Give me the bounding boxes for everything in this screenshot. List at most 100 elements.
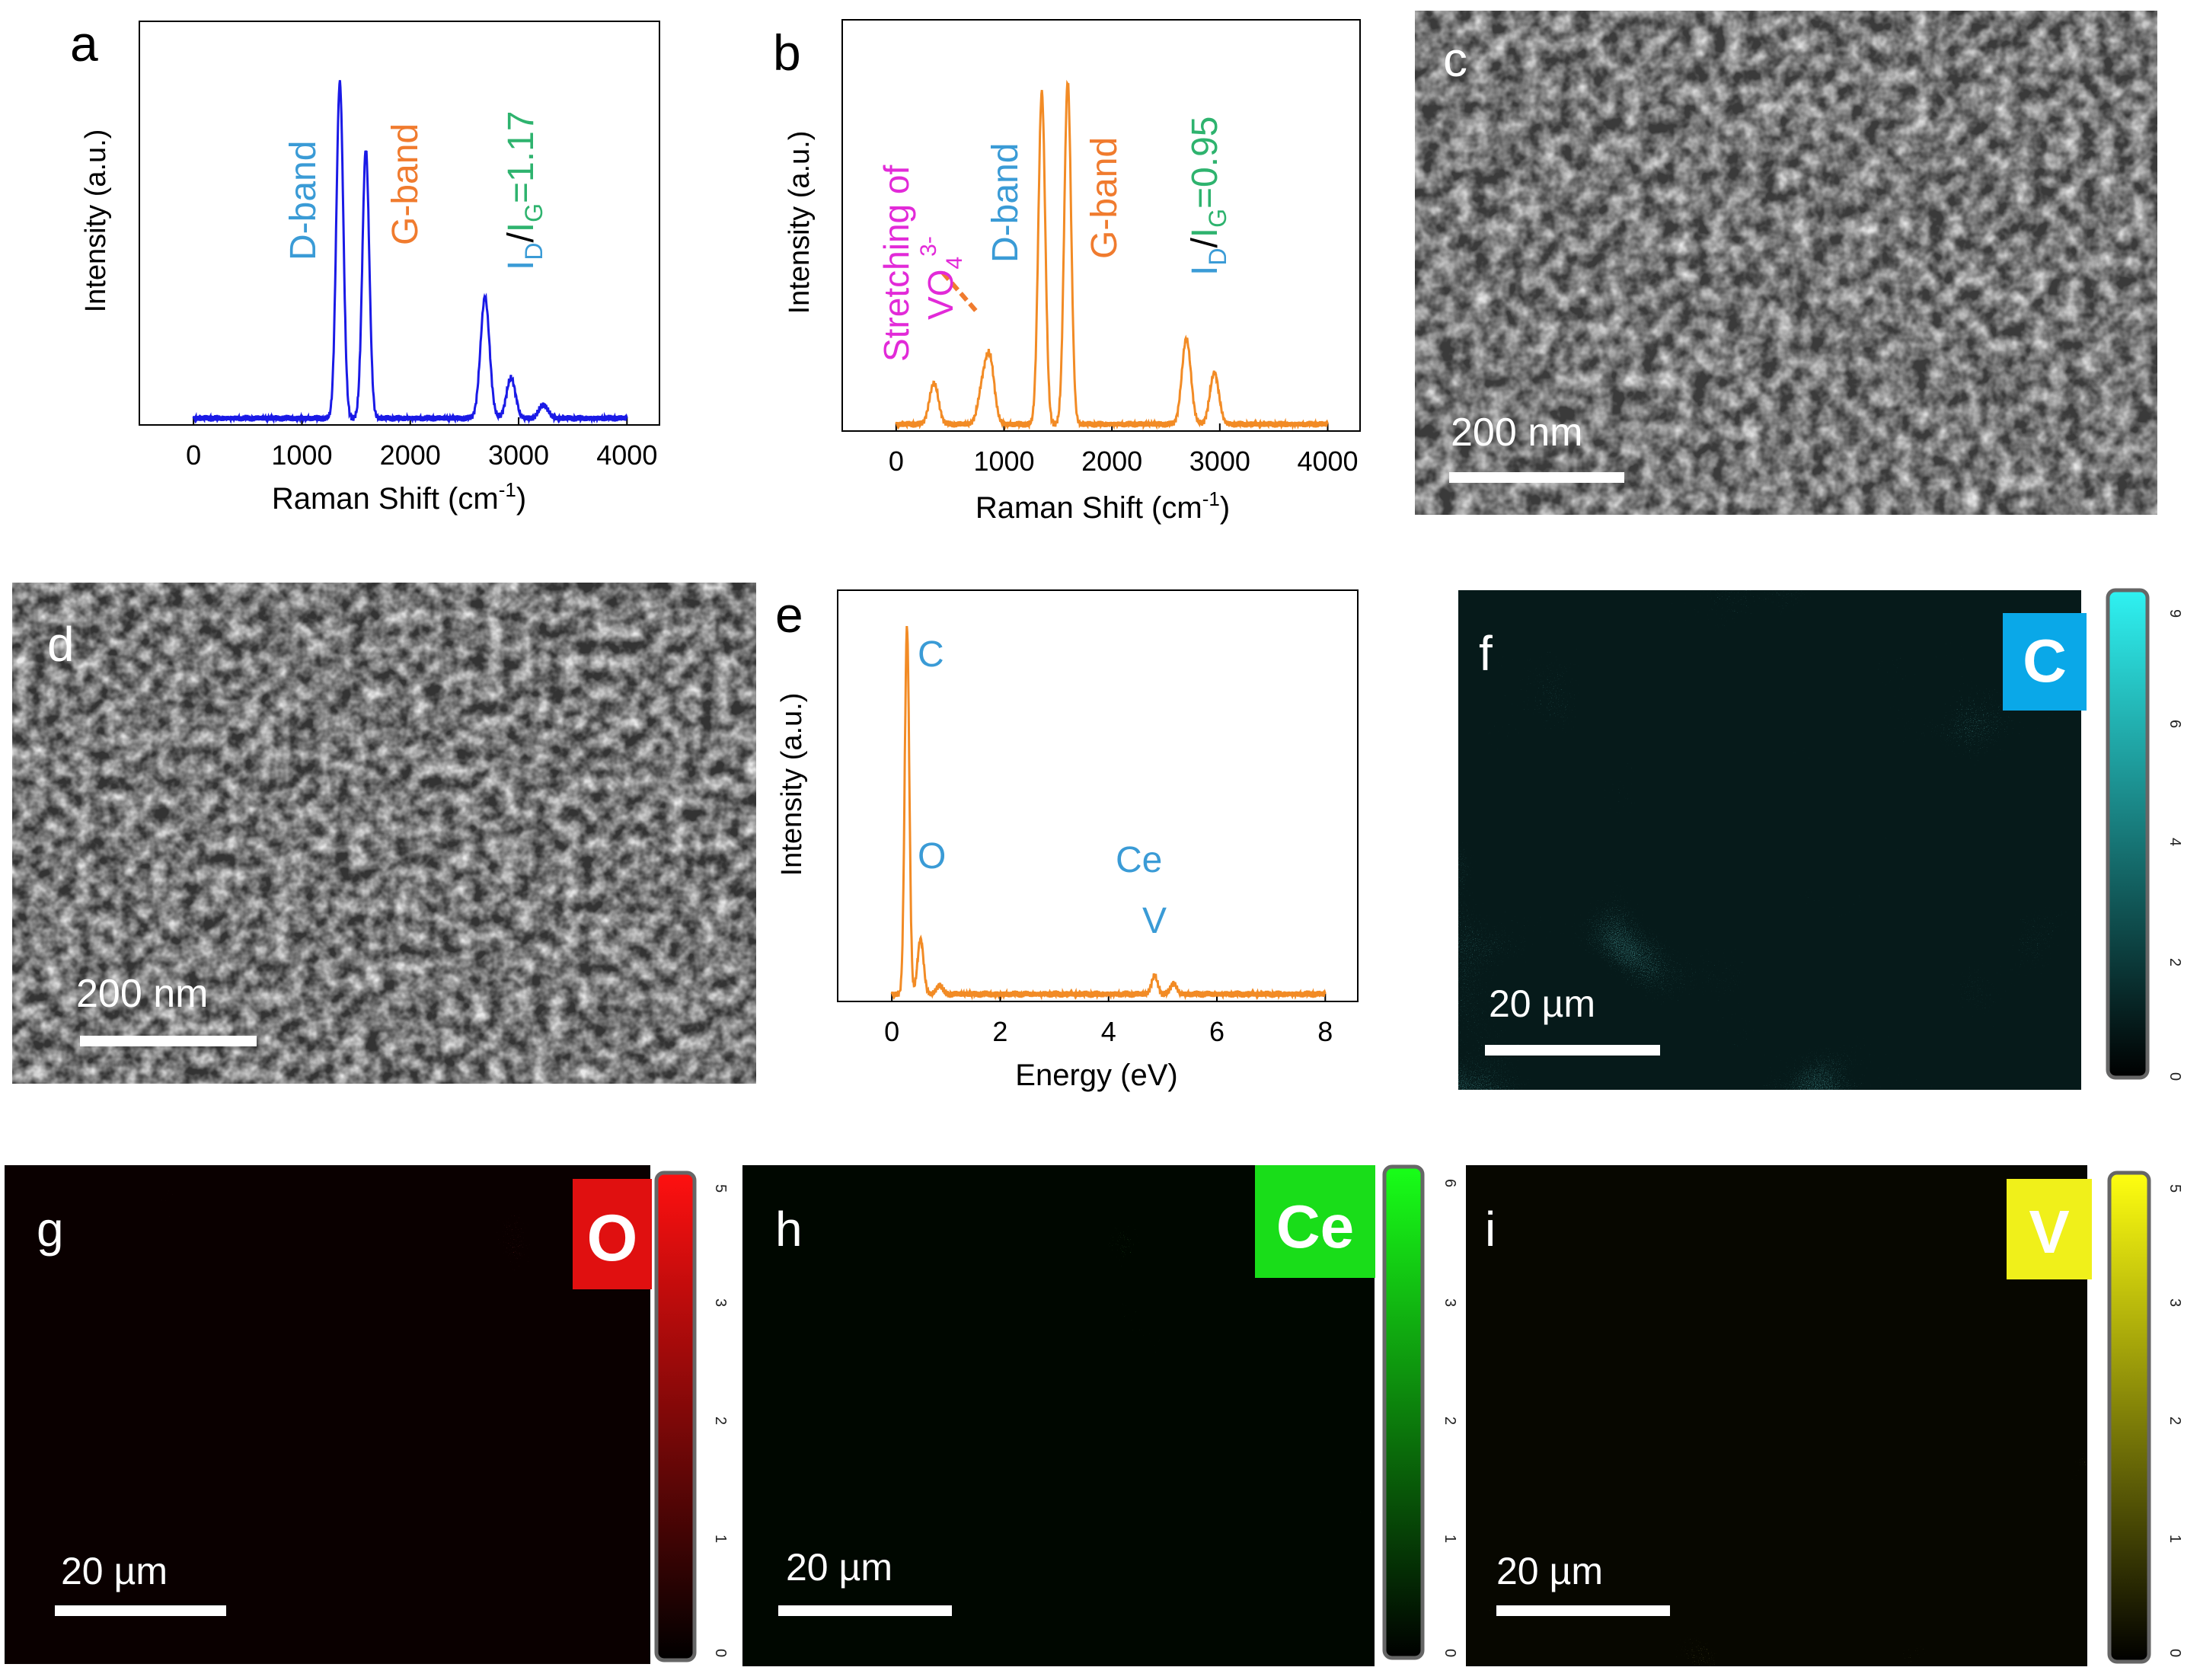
x-axis-label-b: Raman Shift (cm-1) <box>975 487 1230 525</box>
x-tick-label: 6 <box>1209 1016 1225 1047</box>
colorbar-ticks-i: 5 3 2 1 0 <box>2166 1184 2183 1657</box>
panel-letter-e: e <box>775 586 803 643</box>
svg-text:1: 1 <box>1442 1535 1458 1543</box>
y-axis-label-a: Intensity (a.u.) <box>80 129 112 313</box>
svg-text:4: 4 <box>2166 838 2183 846</box>
panel-letter-h: h <box>775 1202 803 1257</box>
x-axis-label-e: Energy (eV) <box>1015 1059 1177 1092</box>
colorbar-ticks-g: 5 3 2 1 0 <box>712 1184 729 1657</box>
x-tick-label: 8 <box>1317 1016 1333 1047</box>
element-badge-f <box>2003 613 2087 711</box>
x-tick-label: 0 <box>884 1016 899 1047</box>
svg-text:0: 0 <box>2166 1072 2183 1081</box>
panel-e: e 0 2 4 6 8 Energy (eV) Intensity (a.u.) C O… <box>775 586 1359 1092</box>
element-label-ce-e: Ce <box>1116 840 1162 880</box>
d-band-label-a: D-band <box>283 141 324 260</box>
svg-text:3: 3 <box>1442 1298 1458 1307</box>
panel-d: d 200 nm <box>12 583 756 1084</box>
panel-i: i V 20 µm 5 3 2 1 0 <box>1466 1165 2183 1666</box>
scale-bar-g <box>55 1605 226 1616</box>
g-band-label-b: G-band <box>1084 137 1125 259</box>
element-badge-label-h: Ce <box>1276 1193 1354 1260</box>
scale-bar-label-d: 200 nm <box>76 972 208 1016</box>
svg-text:1: 1 <box>712 1535 729 1543</box>
eds-map-texture-g <box>5 1165 650 1664</box>
svg-text:0: 0 <box>712 1649 729 1657</box>
svg-text:5: 5 <box>712 1184 729 1193</box>
scale-bar-label-c: 200 nm <box>1451 410 1582 455</box>
scale-bar-i <box>1496 1605 1670 1616</box>
x-tick-label: 0 <box>186 439 201 471</box>
stretching-label-b: Stretching of <box>876 165 916 362</box>
svg-text:2: 2 <box>2166 1417 2183 1425</box>
element-label-v-e: V <box>1142 901 1167 941</box>
element-label-o-e: O <box>918 836 946 877</box>
element-badge-i <box>2007 1179 2092 1279</box>
element-badge-label-i: V <box>2029 1198 2069 1266</box>
scale-bar-d <box>80 1036 257 1046</box>
x-tick-label: 2000 <box>1081 446 1142 477</box>
y-axis-label-b: Intensity (a.u.) <box>784 131 816 315</box>
eds-map-texture-f <box>1458 590 2081 1090</box>
vo4-pointer-line <box>940 271 981 315</box>
panel-f: f C 20 µm 9 6 4 2 0 <box>1458 588 2183 1090</box>
vo4-label-b: VO43- <box>916 236 967 320</box>
colorbar-ticks-h: 6 3 2 1 0 <box>1442 1179 1458 1657</box>
x-tick-label: 3000 <box>1189 446 1250 477</box>
scale-bar-label-f: 20 µm <box>1489 982 1595 1025</box>
x-tick-label: 4000 <box>1297 446 1358 477</box>
element-badge-label-g: O <box>587 1202 638 1275</box>
scale-bar-label-i: 20 µm <box>1496 1550 1603 1592</box>
x-tick-label: 2000 <box>380 439 441 471</box>
svg-text:0: 0 <box>1442 1649 1458 1657</box>
x-tick-label: 0 <box>889 446 904 477</box>
panel-g: g O 20 µm 5 3 2 1 0 <box>5 1165 729 1664</box>
svg-text:2: 2 <box>712 1417 729 1425</box>
svg-text:0: 0 <box>2166 1649 2183 1657</box>
scale-bar-h <box>778 1605 952 1616</box>
x-tick-label: 2 <box>992 1016 1007 1047</box>
x-tick-label: 4 <box>1101 1016 1116 1047</box>
svg-text:9: 9 <box>2166 609 2183 618</box>
element-badge-g <box>573 1179 652 1289</box>
panel-letter-b: b <box>773 24 801 81</box>
intensity-ratio-label-a: ID/IG=1.17 <box>501 111 548 270</box>
intensity-ratio-label-b: ID/IG=0.95 <box>1185 117 1231 276</box>
eds-map-texture-i <box>1466 1165 2087 1666</box>
svg-text:6: 6 <box>1442 1179 1458 1187</box>
plot-frame-b <box>841 19 1361 432</box>
svg-text:3: 3 <box>712 1298 729 1307</box>
x-axis-label-a: Raman Shift (cm-1) <box>272 478 526 516</box>
edx-spectrum-line-e <box>890 625 1327 1001</box>
d-band-label-b: D-band <box>985 143 1026 263</box>
y-axis-label-e: Intensity (a.u.) <box>776 693 808 877</box>
panel-letter-d: d <box>47 617 75 672</box>
x-ticks-e: 0 2 4 6 8 <box>884 994 1333 1047</box>
panel-b: b 0 1000 2000 3000 4000 Raman Shift (cm-1) I… <box>773 19 1361 525</box>
g-band-label-a: G-band <box>385 123 426 245</box>
svg-text:2: 2 <box>2166 958 2183 966</box>
panel-c: c 200 nm <box>1415 11 2157 515</box>
panel-letter-g: g <box>37 1202 64 1257</box>
colorbar-i <box>2107 1171 2151 1664</box>
scale-bar-label-g: 20 µm <box>61 1550 168 1592</box>
colorbar-h <box>1382 1164 1425 1660</box>
svg-text:5: 5 <box>2166 1184 2183 1193</box>
svg-text:6: 6 <box>2166 720 2183 728</box>
x-ticks-b: 0 1000 2000 3000 4000 <box>889 423 1359 477</box>
x-tick-label: 4000 <box>596 439 657 471</box>
x-ticks-a: 0 1000 2000 3000 4000 <box>186 417 657 471</box>
scale-bar-f <box>1485 1045 1660 1056</box>
scale-bar-c <box>1449 472 1624 483</box>
plot-frame-e <box>837 589 1359 1002</box>
svg-text:2: 2 <box>1442 1417 1458 1425</box>
svg-text:3: 3 <box>2166 1298 2183 1307</box>
panel-letter-f: f <box>1479 626 1493 681</box>
svg-text:1: 1 <box>2166 1535 2183 1543</box>
element-badge-label-f: C <box>2023 627 2067 695</box>
panel-a: a 0 1000 2000 3000 4000 Raman Shift (cm-1) I… <box>70 15 660 516</box>
colorbar-g <box>654 1171 697 1662</box>
panel-h: h Ce 20 µm 6 3 2 1 0 <box>742 1164 1458 1666</box>
raman-spectrum-line-b <box>895 79 1329 431</box>
scale-bar-label-h: 20 µm <box>786 1546 892 1589</box>
